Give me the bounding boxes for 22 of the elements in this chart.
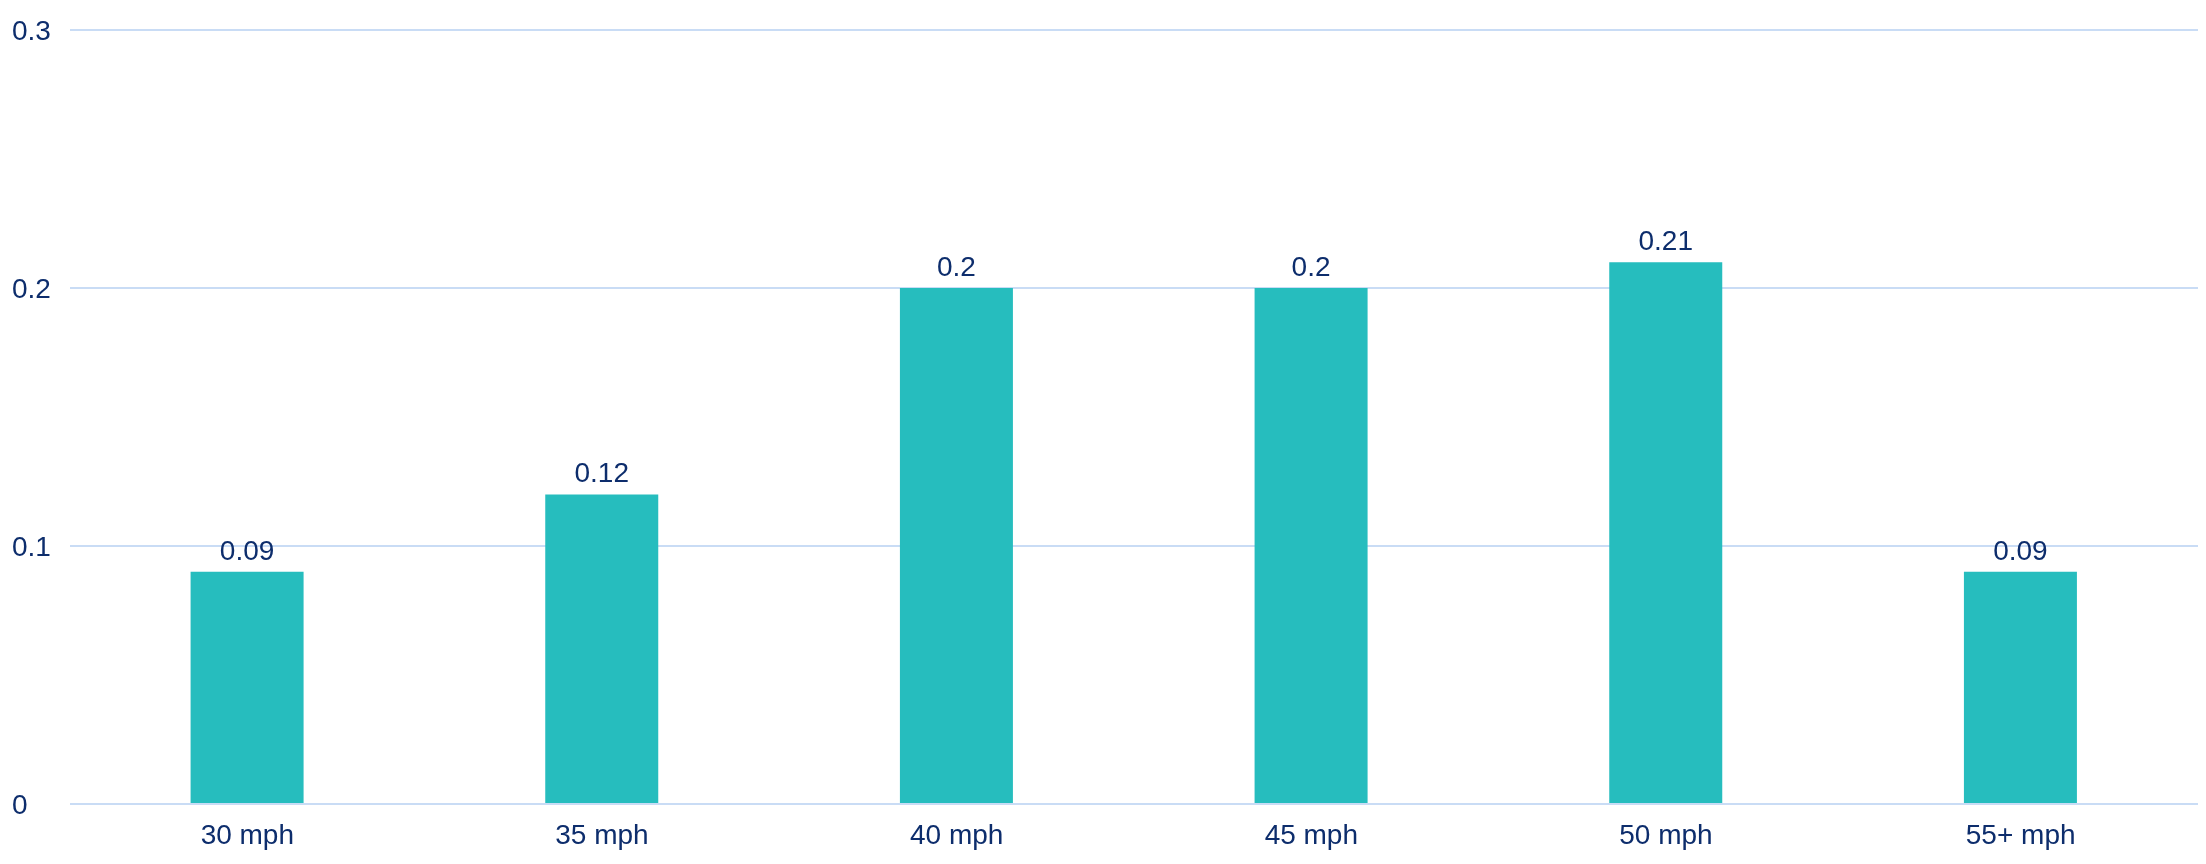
data-label: 0.2 <box>936 251 976 282</box>
data-label: 0.12 <box>574 457 629 489</box>
x-tick-label: 55+ mph <box>1965 818 2076 850</box>
y-tick-label: 0 <box>12 788 28 820</box>
bar <box>1609 262 1723 804</box>
data-label: 0.2 <box>1291 251 1331 282</box>
bar <box>545 494 659 804</box>
bar <box>190 571 304 804</box>
y-tick-label: 0.3 <box>12 14 51 46</box>
bar <box>899 288 1013 804</box>
x-tick-label: 35 mph <box>555 818 649 850</box>
x-tick-label: 45 mph <box>1264 818 1359 850</box>
x-tick-label: 50 mph <box>1619 818 1713 850</box>
y-tick-label: 0.1 <box>12 530 51 562</box>
bar <box>1254 288 1368 804</box>
data-label: 0.09 <box>219 534 275 566</box>
y-tick-label: 0.2 <box>12 272 51 304</box>
data-label: 0.09 <box>1993 534 2048 566</box>
x-tick-label: 40 mph <box>909 818 1004 850</box>
x-tick-label: 30 mph <box>200 818 295 850</box>
bar <box>1963 571 2077 804</box>
data-label: 0.21 <box>1638 225 1693 257</box>
